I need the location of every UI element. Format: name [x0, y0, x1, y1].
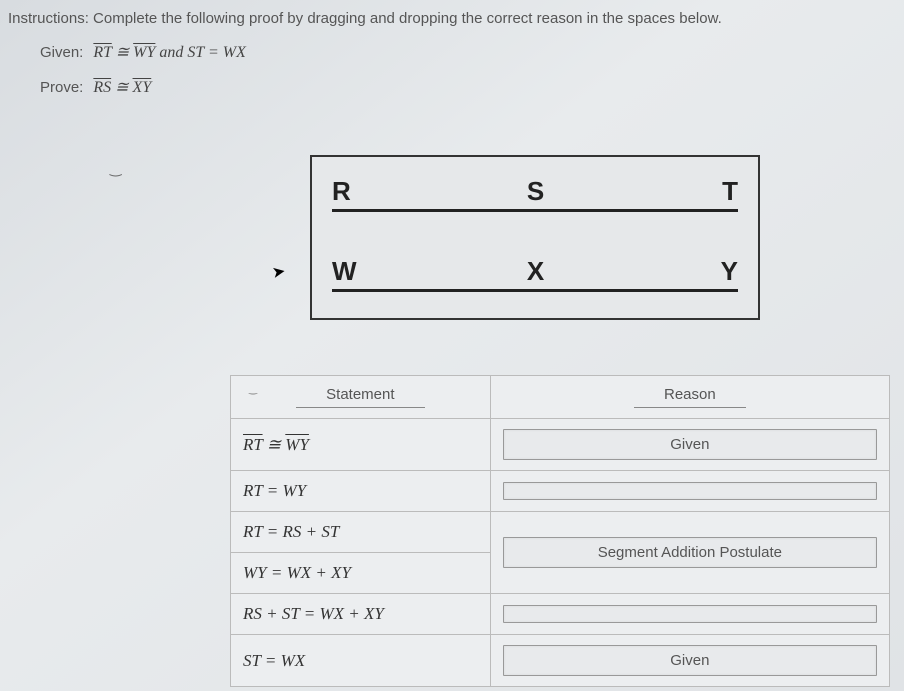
reason-dropzone[interactable] — [503, 482, 877, 500]
given-label: Given: — [40, 44, 83, 61]
reason-cell[interactable] — [490, 471, 889, 512]
reason-cell[interactable]: Given — [490, 419, 889, 471]
table-row: RS + ST = WX + XY — [231, 594, 890, 635]
point-s: S — [527, 176, 544, 207]
diagram-line-rt: R S T — [332, 172, 738, 212]
cursor-icon: ➤ — [270, 261, 287, 283]
instructions-text: Instructions: Complete the following pro… — [0, 0, 904, 27]
given-seg1b: WY — [133, 44, 155, 61]
stmt-cell: ST = WX — [231, 635, 491, 687]
table-row: RT = WY — [231, 471, 890, 512]
diagram-line-wy: W X Y — [332, 252, 738, 292]
given-seg2b: WX — [223, 44, 246, 61]
stmt-cell: WY = WX + XY — [231, 553, 491, 594]
header-reason: Reason — [490, 376, 889, 419]
given-seg1a: RT — [93, 44, 111, 61]
point-t: T — [722, 176, 738, 207]
given-rel2: = — [204, 44, 223, 61]
reason-cell[interactable]: Segment Addition Postulate — [490, 512, 889, 594]
table-row: RT ≅ WY Given — [231, 419, 890, 471]
given-prove-block: Given: RT ≅ WY and ST = WX Prove: RS ≅ X… — [0, 27, 904, 105]
reason-dropzone[interactable]: Segment Addition Postulate — [503, 537, 877, 568]
point-y: Y — [721, 256, 738, 287]
stmt-cell: RT ≅ WY — [231, 419, 491, 471]
prove-label: Prove: — [40, 79, 83, 96]
reason-dropzone[interactable] — [503, 605, 877, 623]
segment-diagram: R S T W X Y — [310, 155, 760, 320]
proof-table: ‿ Statement Reason RT ≅ WY Given RT = WY… — [230, 375, 890, 687]
given-line: Given: RT ≅ WY and ST = WX — [40, 35, 904, 70]
header-statement: ‿ Statement — [231, 376, 491, 419]
point-w: W — [332, 256, 357, 287]
point-r: R — [332, 176, 351, 207]
given-seg2a: ST — [187, 44, 204, 61]
point-x: X — [527, 256, 544, 287]
stmt-cell: RT = RS + ST — [231, 512, 491, 553]
reason-cell[interactable] — [490, 594, 889, 635]
reason-cell[interactable]: Given — [490, 635, 889, 687]
stmt-cell: RS + ST = WX + XY — [231, 594, 491, 635]
prove-line: Prove: RS ≅ XY — [40, 70, 904, 105]
prove-seg1: RS — [93, 79, 111, 96]
stray-mark: ‿ — [110, 160, 121, 177]
given-and: and — [155, 44, 187, 61]
prove-seg2: XY — [133, 79, 152, 96]
table-row: RT = RS + ST Segment Addition Postulate — [231, 512, 890, 553]
table-row: ST = WX Given — [231, 635, 890, 687]
stmt-cell: RT = WY — [231, 471, 491, 512]
prove-rel: ≅ — [111, 79, 132, 96]
given-rel1: ≅ — [112, 44, 133, 61]
reason-dropzone[interactable]: Given — [503, 645, 877, 676]
reason-dropzone[interactable]: Given — [503, 429, 877, 460]
